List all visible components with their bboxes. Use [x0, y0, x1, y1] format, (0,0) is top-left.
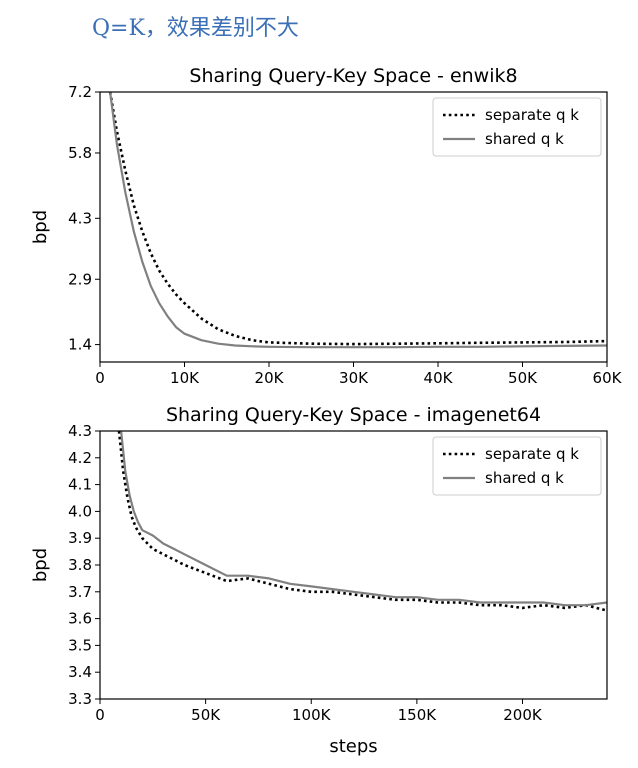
y-tick-label: 5.8 [68, 144, 92, 162]
y-axis-label: bpd [30, 548, 51, 582]
legend-box [432, 436, 602, 496]
y-tick-label: 4.1 [68, 476, 92, 494]
series-line-separate [117, 431, 607, 612]
legend-label: separate q k [485, 106, 579, 124]
x-tick-label: 50K [191, 706, 221, 724]
series-line-shared [109, 92, 607, 349]
chinese-note: Q=K，效果差别不大 [92, 16, 299, 41]
series-line-shared [120, 431, 607, 607]
legend-label: shared q k [485, 469, 564, 487]
x-tick-label: 10K [170, 369, 200, 387]
x-tick-label: 20K [255, 369, 285, 387]
chart-2: Sharing Query-Key Space - imagenet64 0 50K… [30, 404, 608, 757]
series-line-separate [108, 92, 607, 346]
y-tick-label: 4.3 [68, 422, 92, 440]
y-tick-label: 3.3 [68, 690, 92, 708]
x-axis-label: steps [329, 736, 377, 757]
y-tick-label: 3.6 [68, 610, 92, 628]
chart-title: Sharing Query-Key Space - imagenet64 [166, 404, 541, 426]
y-tick-label: 2.9 [68, 270, 92, 288]
x-tick-label: 50K [508, 369, 538, 387]
x-tick-label: 30K [339, 369, 369, 387]
y-tick-label: 4.2 [68, 449, 92, 467]
x-tick-label: 200K [503, 706, 543, 724]
x-tick-label: 0 [95, 706, 105, 724]
y-tick-label: 3.4 [68, 663, 92, 681]
y-tick-label: 7.2 [68, 83, 92, 101]
chart-1: Sharing Query-Key Space - enwik8 0 10K 20K 3… [30, 65, 623, 387]
y-tick-label: 3.5 [68, 636, 92, 654]
legend-box [432, 97, 602, 157]
chart-title: Sharing Query-Key Space - enwik8 [189, 65, 517, 87]
x-tick-label: 40K [424, 369, 454, 387]
legend-label: separate q k [485, 445, 579, 463]
y-tick-label: 3.7 [68, 583, 92, 601]
x-tick-label: 150K [398, 706, 438, 724]
x-tick-label: 100K [292, 706, 332, 724]
y-tick-label: 4.0 [68, 502, 92, 520]
y-tick-label: 3.9 [68, 529, 92, 547]
y-tick-label: 1.4 [68, 336, 92, 354]
y-axis-label: bpd [30, 210, 51, 244]
x-tick-label: 0 [95, 369, 105, 387]
legend-label: shared q k [485, 130, 564, 148]
y-tick-label: 3.8 [68, 556, 92, 574]
y-tick-label: 4.3 [68, 209, 92, 227]
x-tick-label: 60K [593, 369, 623, 387]
